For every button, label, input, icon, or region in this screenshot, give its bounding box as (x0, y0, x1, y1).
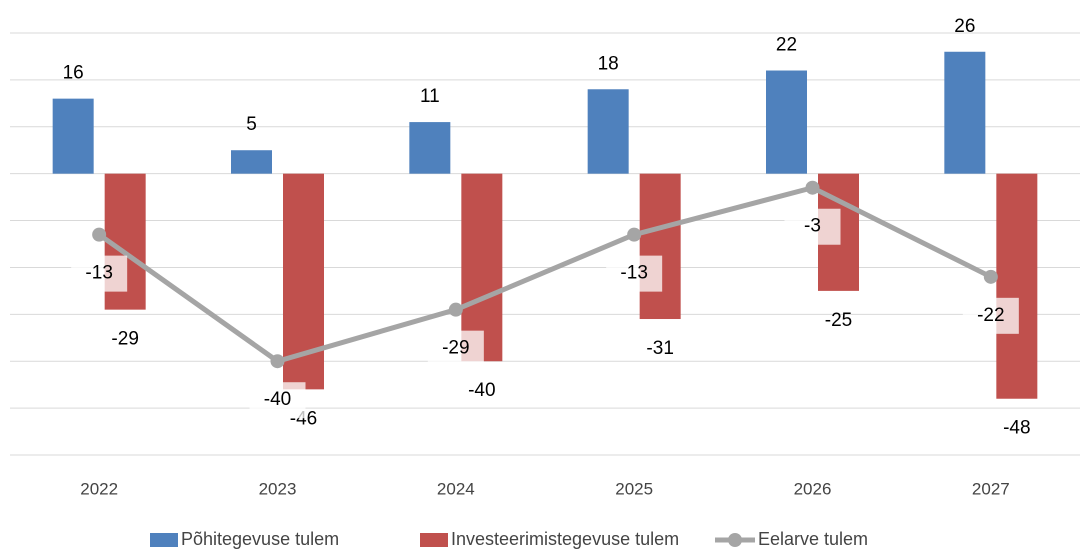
data-label: 26 (954, 16, 975, 37)
legend-swatch (150, 533, 178, 547)
data-label: -25 (825, 310, 852, 331)
data-label-box (427, 330, 484, 367)
line-marker (270, 354, 285, 369)
data-label-box (71, 255, 128, 292)
bar (231, 150, 272, 174)
data-label-box (962, 297, 1019, 334)
data-label: -29 (111, 329, 138, 350)
line-marker (805, 180, 820, 195)
data-label: -22 (977, 305, 1004, 326)
line (97, 185, 992, 364)
legend-label: Põhitegevuse tulem (181, 529, 339, 549)
x-tick-label: 2027 (972, 479, 1010, 498)
line-marker (983, 269, 998, 284)
bar (639, 173, 681, 320)
x-tick-label: 2024 (437, 479, 475, 498)
data-label: 16 (63, 63, 84, 84)
bar (409, 122, 451, 174)
data-label: 18 (598, 53, 619, 74)
data-label: 11 (420, 86, 440, 107)
line-marker (92, 227, 107, 242)
data-label: -13 (85, 263, 112, 284)
line-marker (627, 227, 642, 242)
x-tick-label: 2023 (259, 479, 297, 498)
bar (944, 51, 986, 174)
data-label: -31 (646, 338, 673, 359)
bar (996, 173, 1038, 399)
bar (587, 89, 629, 174)
x-tick-label: 2025 (615, 479, 653, 498)
x-tick-label: 2026 (794, 479, 832, 498)
legend-label: Investeerimistegevuse tulem (451, 529, 679, 549)
data-label: -40 (264, 389, 291, 410)
x-tick-label: 2022 (80, 479, 118, 498)
line-marker (448, 302, 463, 317)
data-label: 22 (776, 35, 797, 56)
data-label: -40 (468, 380, 495, 401)
data-label-box (784, 208, 841, 245)
data-label: 5 (246, 114, 257, 135)
legend-label: Eelarve tulem (758, 529, 868, 549)
bar (766, 70, 807, 174)
data-label: -48 (1003, 418, 1030, 439)
legend-swatch (420, 533, 448, 547)
data-label-box (606, 255, 663, 292)
data-label: -3 (804, 216, 821, 237)
data-label: -13 (620, 263, 647, 284)
data-label: -29 (442, 338, 469, 359)
legend-swatch (728, 533, 742, 547)
data-label-box (249, 382, 306, 419)
bar (52, 98, 94, 174)
bar (461, 173, 503, 362)
